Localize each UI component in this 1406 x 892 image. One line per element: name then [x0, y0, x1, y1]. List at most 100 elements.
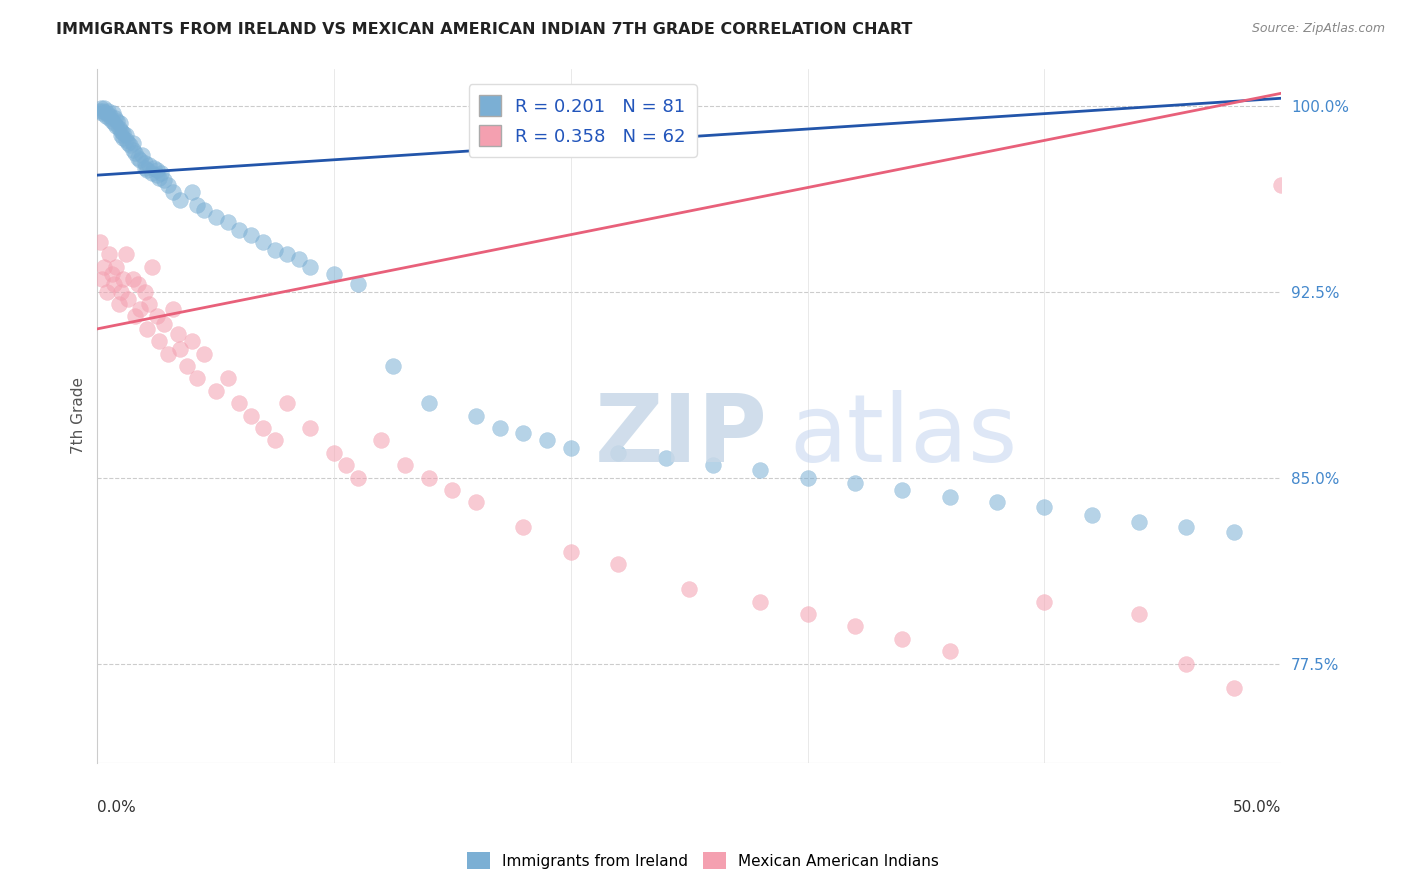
Point	[138, 158, 160, 172]
Point	[91, 272, 114, 286]
Point	[91, 103, 114, 118]
Point	[193, 346, 215, 360]
Point	[1033, 594, 1056, 608]
Text: 0.0%: 0.0%	[97, 800, 136, 815]
Point	[162, 301, 184, 316]
Point	[193, 202, 215, 217]
Point	[103, 277, 125, 292]
Point	[108, 116, 131, 130]
Text: ZIP: ZIP	[595, 391, 768, 483]
Point	[148, 334, 170, 349]
Point	[97, 103, 120, 118]
Point	[382, 359, 405, 373]
Point	[127, 151, 149, 165]
Point	[796, 607, 818, 621]
Point	[1222, 525, 1244, 540]
Point	[134, 155, 156, 169]
Point	[276, 247, 298, 261]
Point	[654, 450, 676, 465]
Point	[264, 434, 287, 448]
Point	[512, 425, 534, 440]
Point	[749, 594, 772, 608]
Y-axis label: 7th Grade: 7th Grade	[72, 377, 86, 454]
Point	[114, 128, 136, 143]
Point	[138, 297, 160, 311]
Point	[110, 285, 132, 299]
Point	[465, 409, 488, 423]
Point	[105, 119, 128, 133]
Point	[299, 260, 322, 274]
Point	[157, 178, 180, 192]
Point	[110, 123, 132, 137]
Point	[702, 458, 724, 473]
Point	[107, 297, 129, 311]
Point	[346, 470, 368, 484]
Point	[228, 222, 250, 236]
Point	[1080, 508, 1102, 522]
Point	[145, 168, 167, 182]
Point	[129, 301, 152, 316]
Point	[89, 103, 111, 118]
Point	[98, 111, 121, 125]
Point	[891, 483, 914, 497]
Point	[96, 106, 118, 120]
Point	[607, 446, 630, 460]
Point	[150, 166, 173, 180]
Point	[136, 322, 159, 336]
Point	[217, 215, 239, 229]
Point	[1270, 178, 1292, 192]
Point	[114, 133, 136, 147]
Legend: Immigrants from Ireland, Mexican American Indians: Immigrants from Ireland, Mexican America…	[461, 846, 945, 875]
Point	[276, 396, 298, 410]
Point	[100, 109, 122, 123]
Point	[112, 131, 135, 145]
Point	[749, 463, 772, 477]
Point	[105, 260, 128, 274]
Point	[796, 470, 818, 484]
Point	[465, 495, 488, 509]
Point	[287, 252, 309, 267]
Point	[127, 277, 149, 292]
Point	[89, 235, 111, 249]
Point	[124, 145, 146, 160]
Point	[117, 292, 139, 306]
Point	[145, 163, 167, 178]
Point	[169, 342, 191, 356]
Point	[176, 359, 198, 373]
Point	[101, 106, 124, 120]
Point	[143, 161, 166, 175]
Point	[678, 582, 700, 597]
Point	[107, 121, 129, 136]
Point	[252, 421, 274, 435]
Point	[131, 148, 153, 162]
Point	[240, 227, 263, 242]
Point	[134, 285, 156, 299]
Point	[560, 441, 582, 455]
Point	[157, 346, 180, 360]
Point	[1175, 520, 1198, 534]
Point	[136, 163, 159, 178]
Point	[938, 644, 960, 658]
Point	[117, 136, 139, 150]
Legend: R = 0.201   N = 81, R = 0.358   N = 62: R = 0.201 N = 81, R = 0.358 N = 62	[468, 85, 697, 157]
Point	[607, 558, 630, 572]
Point	[1033, 500, 1056, 515]
Text: IMMIGRANTS FROM IRELAND VS MEXICAN AMERICAN INDIAN 7TH GRADE CORRELATION CHART: IMMIGRANTS FROM IRELAND VS MEXICAN AMERI…	[56, 22, 912, 37]
Point	[1128, 607, 1150, 621]
Point	[186, 198, 208, 212]
Point	[240, 409, 263, 423]
Point	[114, 247, 136, 261]
Point	[145, 310, 167, 324]
Text: atlas: atlas	[790, 391, 1018, 483]
Point	[323, 446, 346, 460]
Point	[204, 211, 226, 225]
Point	[100, 113, 122, 128]
Point	[141, 260, 163, 274]
Point	[104, 111, 127, 125]
Point	[94, 109, 117, 123]
Point	[100, 268, 122, 282]
Point	[346, 277, 368, 292]
Point	[148, 170, 170, 185]
Point	[1128, 515, 1150, 529]
Point	[120, 138, 142, 153]
